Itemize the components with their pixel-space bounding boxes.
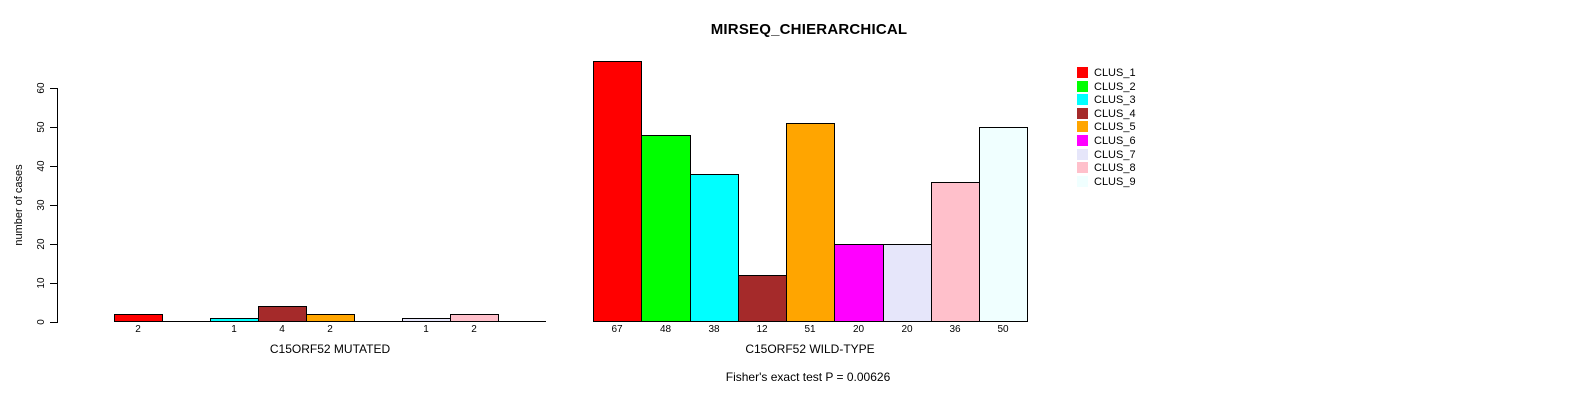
y-axis-tick-label: 60 (35, 82, 47, 94)
bar-clus_2 (641, 135, 691, 322)
legend-swatch (1077, 108, 1088, 119)
y-axis-line (57, 88, 58, 323)
legend-item-clus_5: CLUS_5 (1077, 120, 1136, 133)
y-axis-tick (50, 88, 57, 89)
y-axis-tick-label: 20 (35, 238, 47, 250)
y-axis-tick (50, 244, 57, 245)
bar-clus_1 (593, 61, 642, 322)
bar-value-label: 38 (708, 324, 720, 335)
bar-value-label: 48 (659, 324, 672, 335)
y-axis-tick (50, 166, 57, 167)
fisher-test-footnote: Fisher's exact test P = 0.00626 (725, 370, 891, 384)
y-axis-tick-label: 30 (35, 199, 47, 211)
legend-swatch (1077, 121, 1088, 132)
legend-label: CLUS_7 (1094, 148, 1136, 161)
legend-item-clus_7: CLUS_7 (1077, 148, 1136, 161)
bar-clus_7 (402, 318, 451, 322)
legend-item-clus_2: CLUS_2 (1077, 80, 1136, 93)
bar-clus_8 (931, 182, 980, 322)
legend-item-clus_9: CLUS_9 (1077, 175, 1136, 188)
legend-label: CLUS_3 (1094, 93, 1136, 106)
legend-swatch (1077, 67, 1088, 78)
legend-label: CLUS_1 (1094, 66, 1136, 79)
legend-label: CLUS_5 (1094, 120, 1136, 133)
legend-label: CLUS_4 (1094, 107, 1136, 120)
legend-label: CLUS_6 (1094, 134, 1136, 147)
bar-value-label: 1 (423, 324, 429, 335)
bar-value-label: 12 (756, 324, 768, 335)
y-axis-tick (50, 205, 57, 206)
chart-title: MIRSEQ_CHIERARCHICAL (710, 21, 908, 38)
bar-value-label: 51 (804, 324, 816, 335)
legend-item-clus_8: CLUS_8 (1077, 161, 1136, 174)
y-axis-tick (50, 322, 57, 323)
bar-clus_6 (834, 244, 884, 322)
bar-clus_9 (979, 127, 1028, 322)
y-axis-tick (50, 127, 57, 128)
legend-swatch (1077, 176, 1088, 187)
panel-xlabel-mutated: C15ORF52 MUTATED (269, 342, 391, 356)
bar-clus_3 (210, 318, 259, 322)
legend-swatch (1077, 94, 1088, 105)
legend-label: CLUS_9 (1094, 175, 1136, 188)
y-axis-tick-label: 50 (35, 121, 47, 133)
legend-swatch (1077, 81, 1088, 92)
bar-clus_6 (354, 321, 402, 322)
bar-clus_5 (306, 314, 355, 322)
bar-clus_7 (883, 244, 932, 322)
legend-item-clus_4: CLUS_4 (1077, 107, 1136, 120)
y-axis-tick-label: 40 (35, 160, 47, 172)
legend-swatch (1077, 149, 1088, 160)
bar-clus_9 (498, 321, 546, 322)
legend-item-clus_1: CLUS_1 (1077, 66, 1136, 79)
y-axis-tick (50, 283, 57, 284)
bar-clus_1 (114, 314, 163, 322)
bar-value-label: 2 (135, 324, 141, 335)
bar-clus_4 (738, 275, 787, 322)
bar-value-label: 2 (471, 324, 477, 335)
bar-value-label: 1 (231, 324, 237, 335)
y-axis-tick-label: 0 (35, 319, 47, 325)
legend-label: CLUS_8 (1094, 161, 1136, 174)
legend-item-clus_6: CLUS_6 (1077, 134, 1136, 147)
bar-value-label: 2 (327, 324, 333, 335)
bar-value-label: 50 (997, 324, 1009, 335)
bar-clus_2 (162, 321, 210, 322)
bar-clus_3 (690, 174, 739, 322)
bar-value-label: 20 (901, 324, 913, 335)
legend-label: CLUS_2 (1094, 80, 1136, 93)
bar-value-label: 36 (949, 324, 961, 335)
panel-xlabel-wildtype: C15ORF52 WILD-TYPE (745, 342, 875, 356)
legend-swatch (1077, 162, 1088, 173)
bar-value-label: 67 (611, 324, 623, 335)
bar-clus_8 (450, 314, 499, 322)
legend-item-clus_3: CLUS_3 (1077, 93, 1136, 106)
legend-swatch (1077, 135, 1088, 146)
bar-clus_5 (786, 123, 835, 322)
bar-clus_4 (258, 306, 307, 322)
y-axis-tick-label: 10 (35, 277, 47, 289)
bar-value-label: 20 (852, 324, 865, 335)
y-axis-title: number of cases (13, 164, 25, 246)
bar-value-label: 4 (279, 324, 285, 335)
